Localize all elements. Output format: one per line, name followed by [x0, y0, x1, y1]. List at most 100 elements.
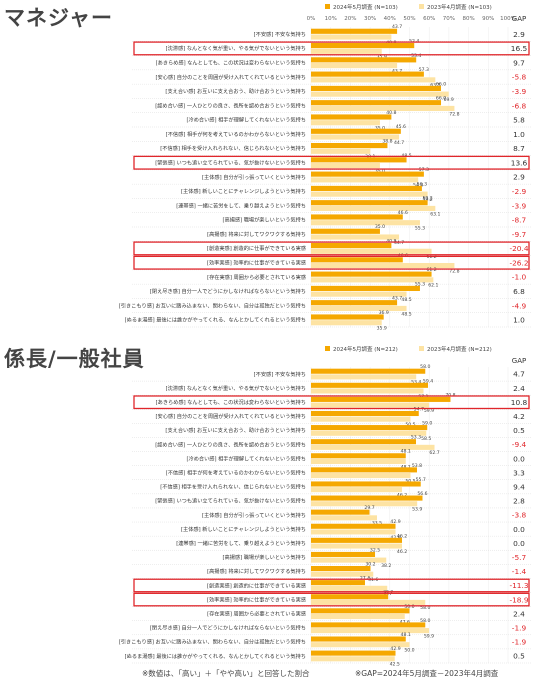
gap-value: 0.5: [513, 652, 525, 661]
category-label: [連帯感] 一緒に苦労をして、乗り越えようという気持ち: [176, 201, 306, 209]
x-tick-label: 100%: [500, 16, 516, 22]
bar-current: [311, 495, 423, 501]
gap-value: 16.5: [511, 44, 528, 53]
legend-label-previous: 2023年4月調査 (N=212): [427, 345, 492, 353]
data-label-current: 53.8: [412, 463, 422, 469]
gap-value: -3.9: [512, 87, 527, 96]
bar-previous: [311, 402, 430, 408]
legend-swatch-previous: [419, 4, 424, 9]
data-label-previous: 44.7: [394, 140, 404, 146]
gap-header: GAP: [512, 15, 526, 23]
x-tick-label: 60%: [423, 16, 435, 22]
legend-label-current: 2024年5月調査 (N=103): [333, 3, 398, 11]
bar-current: [311, 171, 424, 177]
bar-previous: [311, 628, 430, 634]
bar-previous: [311, 585, 388, 591]
highlight-box: [133, 255, 530, 270]
category-label: [安心感] 自分のことを周囲が受け入れてくれているという気持ち: [156, 73, 306, 81]
category-label: [ぬるま湯感] 最後には誰かがやってくれる、なんとかしてくれるという気持ち: [125, 316, 306, 324]
bar-previous: [311, 63, 398, 69]
data-label-previous: 35.9: [377, 54, 387, 60]
data-label-current: 57.3: [419, 67, 429, 73]
category-label: [高揚感] 職場が楽しいという気持ち: [222, 553, 306, 561]
data-label-current: 55.7: [416, 477, 426, 483]
bar-previous: [311, 34, 392, 40]
category-label: [引きこもり感] お互いに踏み込まない、関わらない、自分は孤独だという気持ち: [119, 638, 306, 646]
category-label: [主体感] 新しいことにチャレンジしようという気持ち: [181, 187, 306, 195]
gap-value: 8.7: [513, 144, 525, 153]
bar-current: [311, 566, 371, 572]
bar-current: [311, 142, 388, 149]
data-label-previous: 63.1: [430, 83, 440, 89]
data-label-current: 29.7: [364, 505, 374, 511]
data-label-current: 35.0: [375, 224, 385, 230]
bar-current: [311, 636, 406, 642]
category-label: [あきらめ感] なんとしても、この状況は変わらないという気持ち: [156, 398, 306, 406]
data-label-current: 66.0: [436, 81, 446, 87]
gap-value: -1.9: [512, 623, 527, 632]
bar-previous: [311, 501, 418, 507]
legend-label-previous: 2023年4月調査 (N=103): [427, 3, 492, 11]
bar-previous: [311, 148, 371, 154]
x-tick-label: 30%: [364, 16, 376, 22]
bar-previous: [311, 205, 436, 212]
bar-current: [311, 28, 398, 34]
bar-current: [311, 439, 417, 445]
bar-previous: [311, 374, 417, 380]
bar-previous: [311, 291, 407, 297]
bar-current: [311, 382, 429, 388]
gap-value: -2.9: [512, 187, 527, 196]
bar-current: [311, 537, 403, 543]
gap-value: -11.3: [509, 581, 528, 590]
chart-chief-staff: 2024年5月調査 (N=212) 2023年4月調査 (N=212) GAP [不安…: [119, 345, 532, 666]
data-label-previous: 33.5: [372, 521, 382, 527]
bar-previous: [311, 416, 411, 422]
data-label-previous: 42.5: [390, 662, 400, 666]
bar-previous: [311, 263, 455, 269]
bar-current: [311, 467, 417, 473]
bar-current: [311, 425, 428, 431]
bar-current: [311, 594, 389, 600]
gap-value: 0.0: [513, 525, 525, 534]
category-label: [効率実感] 効率的に仕事ができている実感: [207, 259, 306, 267]
legend-swatch-previous: [419, 346, 424, 351]
data-label-previous: 48.5: [401, 297, 411, 303]
data-label-previous: 58.0: [420, 605, 430, 611]
gap-value: 4.2: [513, 412, 525, 421]
category-label: [閉え尽き感] 自分一人でどうにかしなければならないという気持ち: [150, 624, 306, 632]
bar-previous: [311, 656, 395, 662]
data-label-previous: 50.5: [405, 422, 415, 428]
data-label-previous: 62.7: [429, 450, 439, 456]
bar-current: [311, 314, 384, 320]
highlight-box: [133, 155, 530, 170]
gap-value: 4.7: [513, 370, 525, 379]
data-label-current: 59.2: [423, 196, 433, 202]
gap-value: 13.6: [511, 158, 528, 167]
bar-previous: [311, 388, 424, 394]
bar-current: [311, 185, 422, 191]
data-label-previous: 61.2: [426, 254, 436, 260]
highlight-box: [133, 41, 530, 56]
data-label-previous: 35.9: [377, 326, 387, 332]
category-label: [緊張感] いつも追い立てられている、気が抜けないという気持ち: [155, 497, 306, 505]
category-label: [支え合い感] お互いに支え合おう、助け合おうという気持ち: [165, 87, 306, 95]
bar-previous: [311, 543, 403, 549]
data-label-previous: 59.2: [423, 197, 433, 203]
category-label: [不信感] 相手を受け入れられない、信じられないという気持ち: [160, 483, 306, 491]
highlight-box: [133, 592, 530, 607]
bar-previous: [311, 305, 407, 312]
bar-current: [311, 410, 419, 417]
legend-label-current: 2024年5月調査 (N=212): [333, 345, 398, 353]
category-label: [不信感] 相手が何を考えているのかわからないという気持ち: [166, 130, 306, 138]
bar-previous: [311, 642, 410, 648]
data-label-current: 32.5: [370, 547, 380, 553]
data-label-previous: 44.7: [394, 240, 404, 246]
bar-previous: [311, 473, 411, 479]
bar-previous: [311, 613, 405, 620]
bar-previous: [311, 277, 434, 283]
data-label-current: 48.1: [401, 449, 411, 455]
data-label-previous: 35.0: [375, 168, 385, 174]
gap-value: -6.8: [512, 101, 527, 110]
gap-value: 3.3: [513, 468, 525, 477]
gap-value: 1.0: [513, 130, 525, 139]
